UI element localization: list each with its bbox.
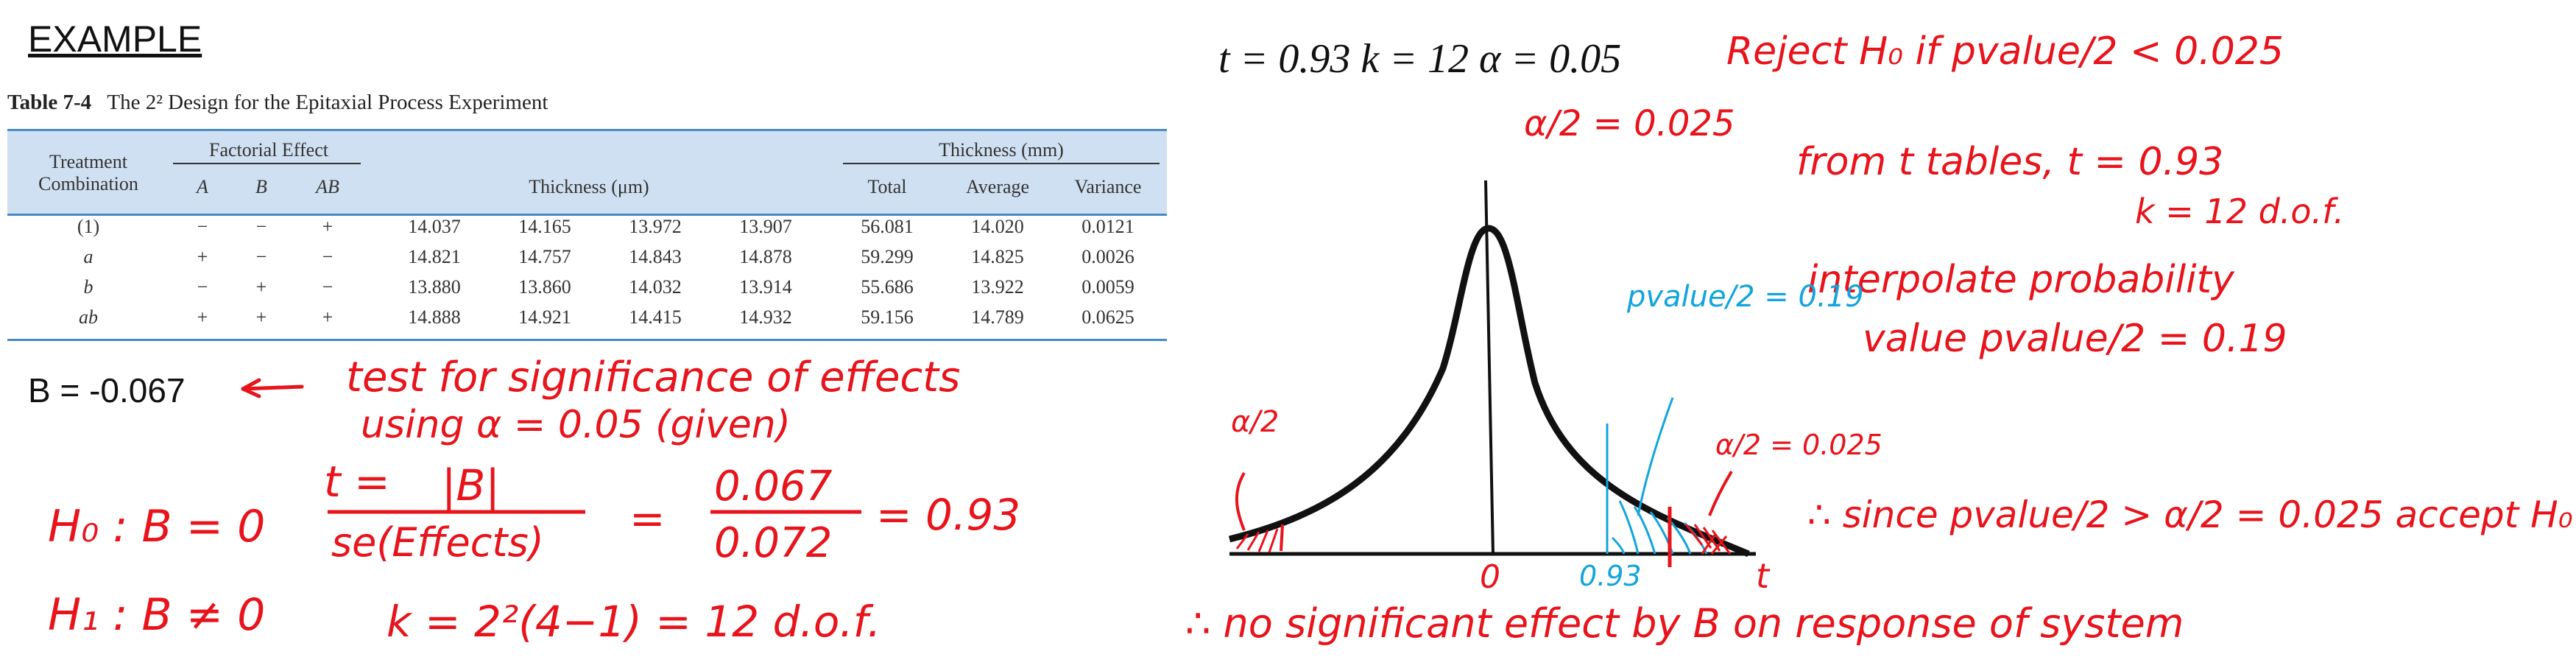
cell-thickness-2: 13.860 — [518, 276, 571, 298]
pvalue-shaded-region — [1606, 397, 1708, 555]
table-bottom-rule — [7, 339, 1167, 341]
note-alpha-half: α/2 = 0.025 — [1524, 103, 1735, 144]
note-alpha-half-left: α/2 — [1231, 405, 1280, 439]
thickness-mm-underline — [843, 163, 1160, 164]
note-t-lhs: t = — [324, 457, 390, 507]
alpha-rejection-regions — [1235, 470, 1733, 567]
y-axis — [1484, 180, 1495, 555]
arrow-to-b-icon — [241, 378, 304, 398]
note-conclusion: ∴ no significant effect by B on response… — [1185, 600, 2184, 647]
cell-thickness-1: 14.821 — [408, 246, 461, 267]
cell-ab: − — [322, 246, 334, 267]
cell-thickness-3: 13.972 — [629, 216, 682, 237]
cell-a: − — [197, 216, 208, 237]
cell-total: 56.081 — [861, 216, 914, 237]
note-dof: k = 12 d.o.f. — [2135, 192, 2345, 231]
cell-ab: − — [322, 276, 334, 298]
params-line: t = 0.93 k = 12 α = 0.05 — [1218, 36, 1622, 82]
cell-thickness-2: 14.921 — [518, 306, 571, 328]
axis-label-zero: 0 — [1480, 558, 1500, 596]
group-factorial-effect: Factorial Effect — [209, 139, 328, 161]
note-pvalue-result: value pvalue/2 = 0.19 — [1863, 317, 2287, 361]
cell-b: + — [255, 306, 267, 328]
cell-average: 14.789 — [971, 306, 1024, 328]
cell-ab: + — [322, 216, 334, 237]
col-variance: Variance — [1074, 176, 1142, 197]
cell-average: 13.922 — [971, 276, 1024, 298]
cell-thickness-1: 13.880 — [408, 276, 461, 298]
col-a: A — [197, 176, 208, 197]
cell-variance: 0.0026 — [1081, 246, 1135, 267]
col-total: Total — [867, 176, 907, 197]
group-thickness-um: Thickness (μm) — [529, 176, 649, 197]
cell-thickness-3: 14.415 — [629, 306, 682, 328]
cell-thickness-4: 14.878 — [739, 246, 792, 267]
t-distribution-plot — [1228, 180, 1756, 567]
table-caption: Table 7-4 The 2² Design for the Epitaxia… — [7, 91, 548, 115]
cell-thickness-3: 14.843 — [629, 246, 682, 267]
col-ab: AB — [316, 176, 339, 197]
note-pvalue-blue: pvalue/2 = 0.19 — [1627, 280, 1864, 314]
t-density-curve — [1228, 225, 1750, 558]
note-alpha-half-right: α/2 = 0.025 — [1715, 429, 1882, 461]
note-frac-num: 0.067 — [714, 463, 833, 510]
cell-thickness-4: 13.914 — [739, 276, 792, 298]
col-treatment-line1: Treatment — [49, 151, 127, 172]
col-treatment-line2: Combination — [38, 173, 138, 194]
cell-average: 14.020 — [971, 216, 1024, 237]
cell-thickness-1: 14.037 — [408, 216, 461, 237]
table-caption-label: Table 7-4 — [7, 91, 92, 114]
cell-variance: 0.0121 — [1081, 216, 1135, 237]
cell-total: 59.156 — [861, 306, 914, 328]
col-average: Average — [965, 176, 1030, 197]
cell-total: 55.686 — [861, 276, 914, 298]
note-eq1: = — [629, 493, 666, 544]
cell-thickness-4: 14.932 — [739, 306, 792, 328]
cell-a: − — [197, 276, 208, 298]
cell-b: − — [255, 246, 267, 267]
cell-ab: + — [322, 306, 334, 328]
cell-a: + — [197, 246, 208, 267]
note-t-den: se(Effects) — [331, 519, 544, 566]
note-k-eq: k = 2²(4−1) = 12 d.o.f. — [387, 597, 881, 647]
note-test-significance: test for significance of effects — [346, 354, 961, 401]
note-frac-den: 0.072 — [714, 519, 833, 567]
cell-average: 14.825 — [971, 246, 1024, 267]
table-caption-text: The 2² Design for the Epitaxial Process … — [107, 91, 548, 114]
axis-label-t: t — [1756, 556, 1770, 596]
cell-variance: 0.0059 — [1081, 276, 1135, 298]
axis-label-093: 0.93 — [1579, 560, 1642, 592]
cell-thickness-1: 14.888 — [408, 306, 461, 328]
note-interpolate: interpolate probability — [1807, 258, 2234, 302]
example-title: EXAMPLE — [28, 18, 202, 60]
note-t-result: = 0.93 — [876, 490, 1021, 540]
table-header-band — [7, 129, 1167, 216]
note-h1: H₁ : B ≠ 0 — [48, 589, 266, 641]
cell-total: 59.299 — [861, 246, 914, 267]
factorial-underline — [173, 163, 361, 164]
cell-thickness-3: 14.032 — [629, 276, 682, 298]
cell-treatment: (1) — [77, 216, 100, 237]
note-since-accept: ∴ since pvalue/2 > α/2 = 0.025 accept H₀ — [1807, 493, 2573, 536]
b-effect-value: B = -0.067 — [28, 371, 186, 410]
cell-variance: 0.0625 — [1081, 306, 1135, 328]
cell-thickness-2: 14.165 — [518, 216, 571, 237]
cell-b: − — [255, 216, 267, 237]
cell-b: + — [255, 276, 267, 298]
note-reject-rule: Reject H₀ if pvalue/2 < 0.025 — [1726, 29, 2284, 74]
note-t-num: |B| — [442, 460, 500, 510]
col-b: B — [255, 176, 267, 197]
cell-thickness-2: 14.757 — [518, 246, 571, 267]
note-h0: H₀ : B = 0 — [48, 501, 266, 552]
note-from-tables: from t tables, t = 0.93 — [1796, 140, 2224, 184]
note-using-alpha: using α = 0.05 (given) — [361, 403, 791, 447]
group-thickness-mm: Thickness (mm) — [939, 139, 1064, 161]
cell-treatment: ab — [79, 306, 98, 328]
cell-treatment: a — [83, 246, 93, 267]
cell-a: + — [197, 306, 208, 328]
cell-thickness-4: 13.907 — [739, 216, 792, 237]
cell-treatment: b — [83, 276, 93, 298]
